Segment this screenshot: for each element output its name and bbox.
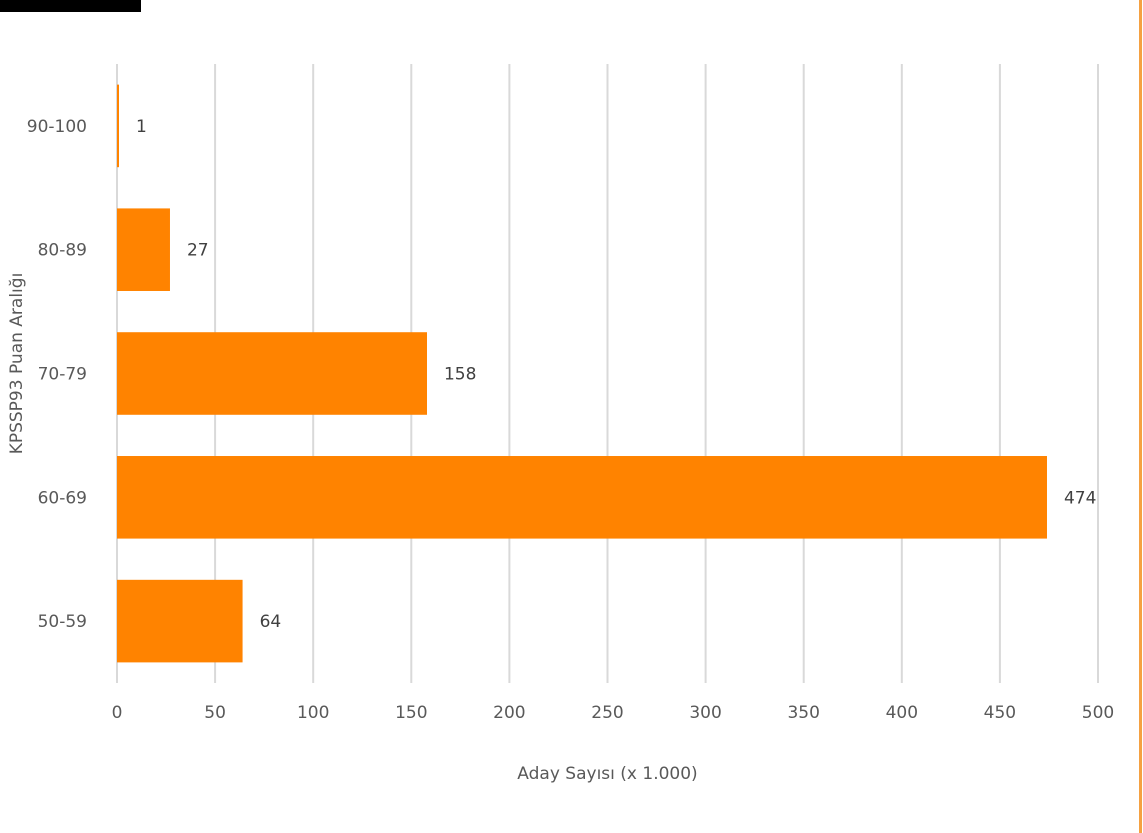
data-label-80-89: 27 [187, 241, 209, 261]
x-tick-label-6: 300 [689, 703, 721, 723]
x-tick-label-9: 450 [984, 703, 1016, 723]
y-axis-title: KPSSP93 Puan Aralığı [7, 273, 27, 455]
data-label-90-100: 1 [136, 117, 147, 137]
bar-60-69 [117, 456, 1047, 539]
bar-90-100 [117, 84, 119, 168]
bars [117, 84, 1047, 663]
x-tick-label-0: 0 [112, 703, 123, 723]
data-label-70-79: 158 [444, 365, 476, 385]
x-tick-label-3: 150 [395, 703, 427, 723]
x-tick-label-5: 250 [591, 703, 623, 723]
y-tick-label-90-100: 90-100 [27, 117, 87, 137]
bar-80-89 [117, 208, 170, 291]
x-tick-label-1: 50 [204, 703, 226, 723]
data-labels: 1 27 158 474 64 [136, 117, 1096, 632]
y-tick-label-70-79: 70-79 [38, 365, 87, 385]
x-axis-title: Aday Sayısı (x 1.000) [517, 764, 697, 784]
y-tick-label-80-89: 80-89 [38, 241, 87, 261]
x-axis-tick-labels: 0 50 100 150 200 250 300 350 400 450 500 [112, 703, 1115, 723]
y-tick-label-60-69: 60-69 [38, 488, 87, 508]
x-tick-label-8: 400 [886, 703, 918, 723]
top-left-black-bar [0, 0, 141, 12]
data-label-60-69: 474 [1064, 488, 1096, 508]
x-tick-label-10: 500 [1082, 703, 1114, 723]
right-edge-accent-line [1139, 0, 1142, 833]
bar-70-79 [117, 332, 427, 415]
y-tick-label-50-59: 50-59 [38, 612, 87, 632]
data-label-50-59: 64 [260, 612, 282, 632]
x-tick-label-4: 200 [493, 703, 525, 723]
x-tick-label-2: 100 [297, 703, 329, 723]
y-axis-tick-labels: 90-100 80-89 70-79 60-69 50-59 [27, 117, 87, 632]
x-tick-label-7: 350 [787, 703, 819, 723]
bar-50-59 [117, 579, 243, 663]
